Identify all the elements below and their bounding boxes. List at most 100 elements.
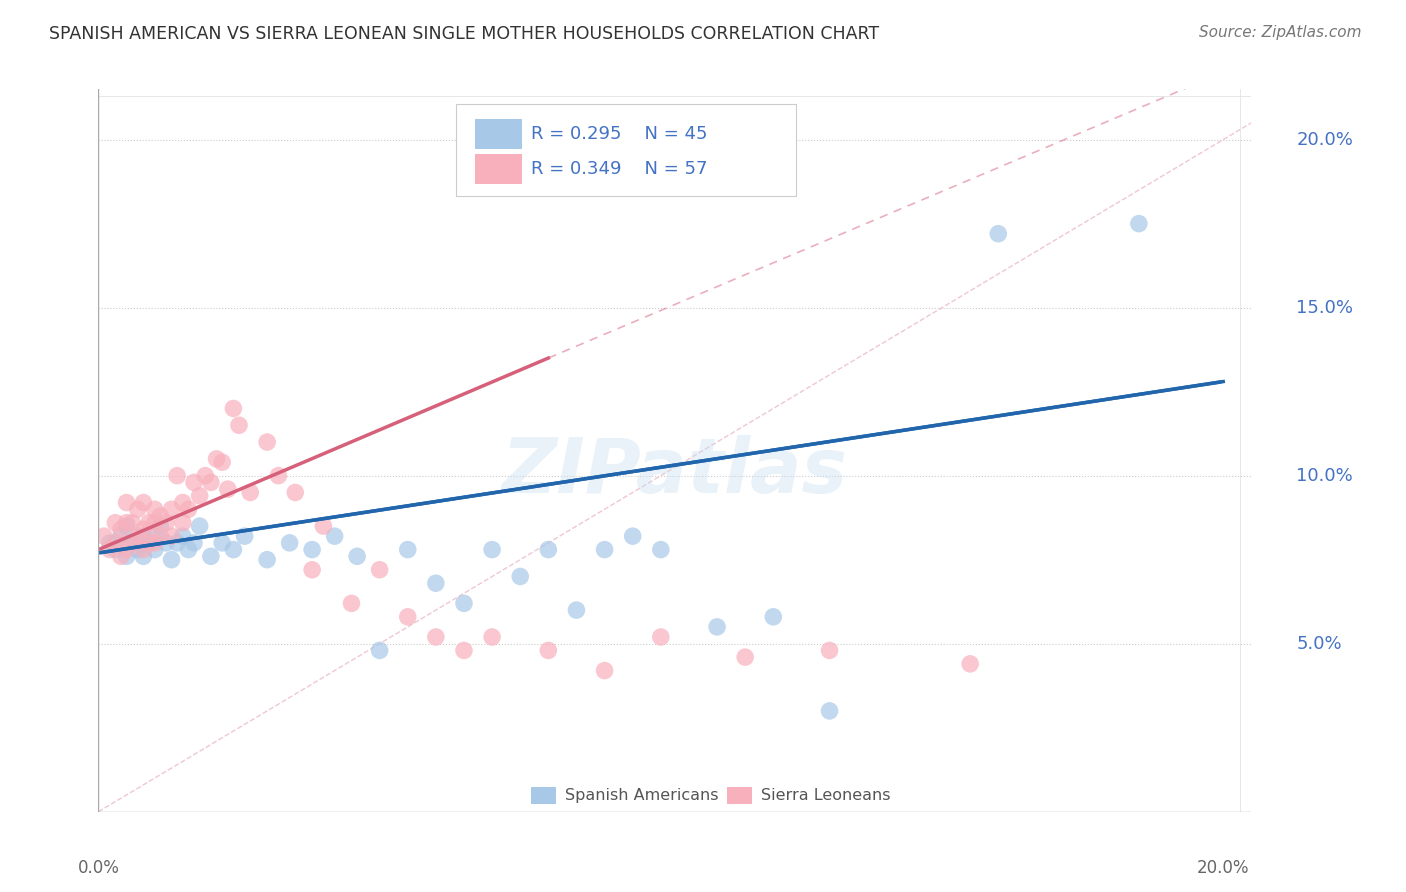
Point [160, 552, 183, 566]
Point [987, 227, 1010, 241]
Point [593, 542, 616, 557]
Point [762, 609, 785, 624]
Point [818, 643, 841, 657]
Point [368, 563, 391, 577]
Point [959, 657, 981, 671]
Point [340, 596, 363, 610]
Point [284, 485, 307, 500]
Point [222, 542, 245, 557]
Point [565, 603, 588, 617]
Point [143, 516, 166, 530]
Point [368, 643, 391, 657]
Point [110, 549, 132, 564]
Point [256, 435, 278, 450]
Point [98, 542, 121, 557]
Point [160, 529, 183, 543]
Point [425, 576, 447, 591]
Point [396, 542, 419, 557]
Point [172, 495, 194, 509]
Point [425, 630, 447, 644]
Text: R = 0.349    N = 57: R = 0.349 N = 57 [531, 160, 707, 178]
Point [138, 516, 160, 530]
Point [537, 643, 560, 657]
Point [194, 468, 217, 483]
Point [155, 516, 177, 530]
Point [396, 609, 419, 624]
Point [323, 529, 346, 543]
Point [138, 536, 160, 550]
Text: 20.0%: 20.0% [1197, 859, 1250, 877]
Point [143, 542, 166, 557]
Point [509, 569, 531, 583]
Point [172, 516, 194, 530]
Point [1128, 217, 1150, 231]
FancyBboxPatch shape [456, 103, 796, 196]
Point [177, 542, 200, 557]
Point [233, 529, 256, 543]
Point [228, 418, 250, 433]
Point [481, 542, 503, 557]
Point [301, 542, 323, 557]
Point [481, 630, 503, 644]
Point [104, 542, 127, 557]
Point [166, 468, 188, 483]
Point [222, 401, 245, 416]
Point [143, 536, 166, 550]
Text: 5.0%: 5.0% [1296, 635, 1341, 653]
Point [115, 542, 138, 557]
Point [132, 549, 155, 564]
Point [278, 536, 301, 550]
Point [217, 482, 239, 496]
Point [706, 620, 728, 634]
Point [650, 542, 672, 557]
Text: Sierra Leoneans: Sierra Leoneans [762, 788, 891, 803]
Text: R = 0.295    N = 45: R = 0.295 N = 45 [531, 125, 707, 143]
FancyBboxPatch shape [531, 787, 557, 805]
Point [200, 475, 222, 490]
Point [143, 502, 166, 516]
Text: Spanish Americans: Spanish Americans [565, 788, 718, 803]
Point [138, 536, 160, 550]
Point [115, 519, 138, 533]
FancyBboxPatch shape [727, 787, 752, 805]
Point [132, 529, 155, 543]
Point [115, 516, 138, 530]
Point [593, 664, 616, 678]
Point [188, 519, 211, 533]
FancyBboxPatch shape [475, 119, 522, 149]
Text: 20.0%: 20.0% [1296, 130, 1353, 149]
Point [104, 516, 127, 530]
Point [453, 643, 475, 657]
Text: 10.0%: 10.0% [1296, 467, 1353, 484]
Point [256, 552, 278, 566]
Point [200, 549, 222, 564]
Point [110, 529, 132, 543]
Point [239, 485, 262, 500]
Point [183, 475, 205, 490]
Point [301, 563, 323, 577]
Point [93, 529, 115, 543]
Point [132, 542, 155, 557]
Point [183, 536, 205, 550]
Point [115, 549, 138, 564]
Point [98, 536, 121, 550]
Point [160, 502, 183, 516]
Point [127, 542, 149, 557]
Point [127, 502, 149, 516]
Text: 15.0%: 15.0% [1296, 299, 1354, 317]
Point [132, 523, 155, 537]
Point [121, 536, 143, 550]
Text: ZIPatlas: ZIPatlas [502, 435, 848, 509]
Point [143, 529, 166, 543]
Point [211, 455, 233, 469]
Point [734, 650, 756, 665]
Point [155, 536, 177, 550]
Point [312, 519, 335, 533]
Point [453, 596, 475, 610]
Point [149, 508, 172, 523]
Point [127, 529, 149, 543]
Point [177, 502, 200, 516]
Point [121, 516, 143, 530]
Point [172, 529, 194, 543]
Point [115, 495, 138, 509]
